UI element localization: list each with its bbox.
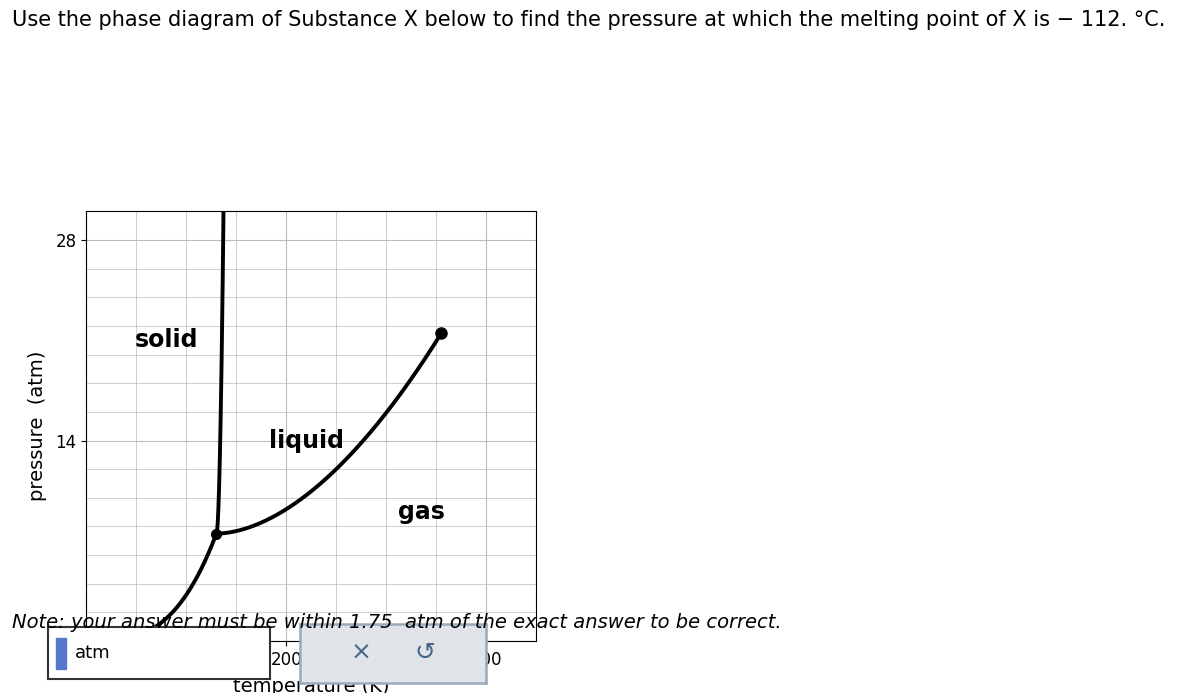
- Text: atm: atm: [74, 644, 110, 662]
- Text: ×: ×: [350, 641, 372, 665]
- Text: Use the phase diagram of Substance X below to find the pressure at which the mel: Use the phase diagram of Substance X bel…: [12, 10, 1165, 30]
- Text: Note: your answer must be within 1.75  atm of the exact answer to be correct.: Note: your answer must be within 1.75 at…: [12, 613, 781, 632]
- Y-axis label: pressure  (atm): pressure (atm): [29, 351, 47, 501]
- Text: liquid: liquid: [269, 428, 344, 453]
- Text: solid: solid: [134, 328, 198, 352]
- Bar: [55, 638, 66, 669]
- X-axis label: temperature (K): temperature (K): [233, 677, 390, 693]
- Text: ↺: ↺: [414, 641, 436, 665]
- Text: gas: gas: [398, 500, 445, 524]
